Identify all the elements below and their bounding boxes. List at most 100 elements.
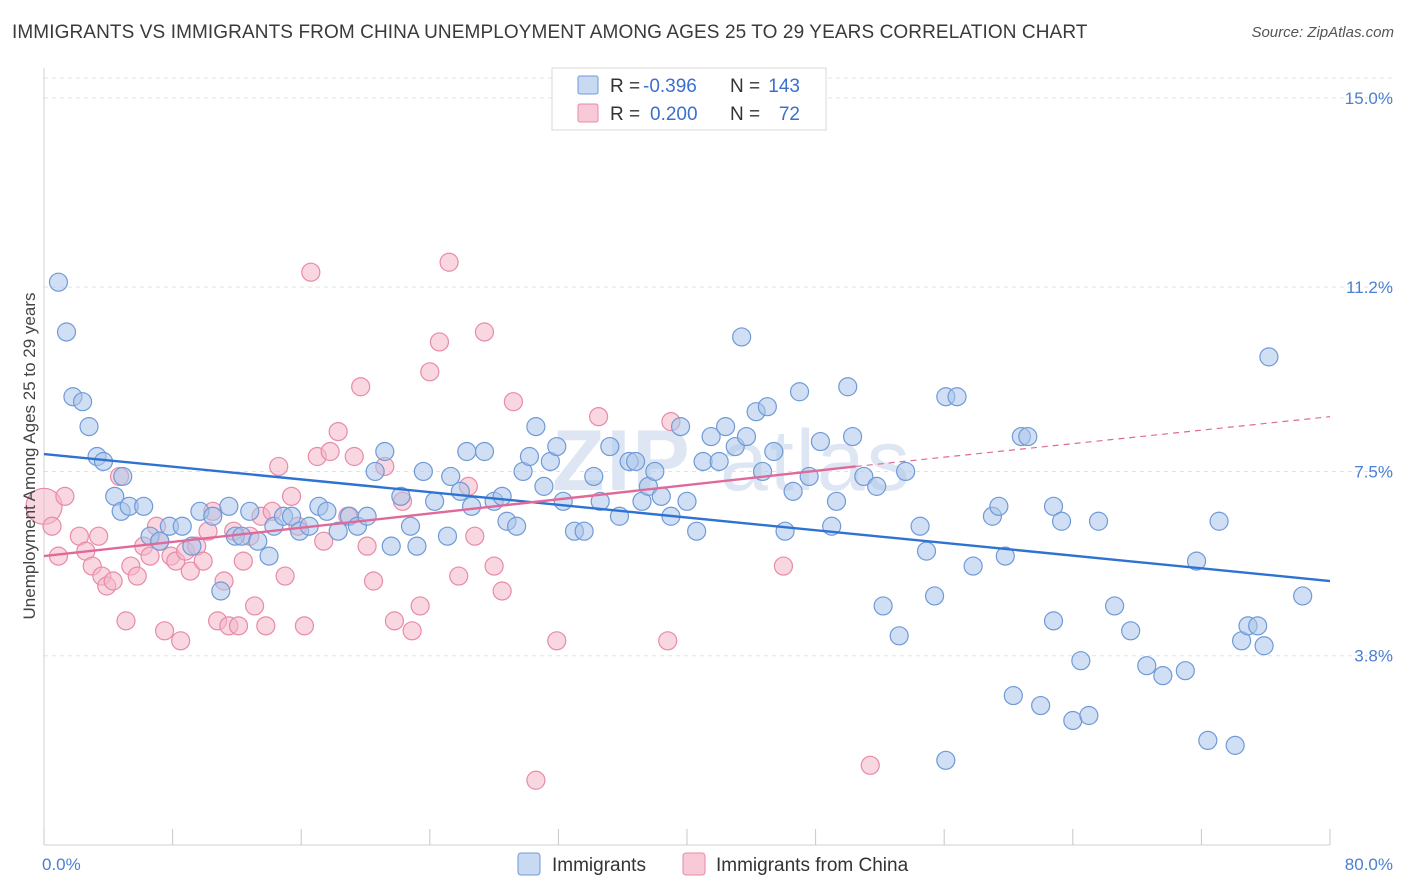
china-point — [465, 526, 485, 546]
immigrants-point — [1063, 710, 1083, 731]
immigrants-point — [574, 521, 594, 541]
immigrants-point — [600, 436, 620, 457]
legend-r-value-1: -0.396 — [643, 76, 697, 97]
immigrants-point — [789, 382, 810, 402]
china-point — [357, 536, 377, 556]
immigrants-point — [1198, 730, 1218, 751]
china-point — [116, 611, 136, 631]
immigrants-point — [357, 506, 377, 526]
china-point — [658, 631, 678, 651]
immigrants-point — [1186, 551, 1207, 571]
immigrants-point — [1071, 651, 1091, 671]
immigrants-point — [1254, 636, 1274, 656]
china-point — [860, 755, 880, 775]
immigrants-point — [757, 397, 777, 417]
immigrants-point — [1051, 511, 1072, 531]
immigrants-point — [715, 417, 736, 437]
immigrants-point — [507, 516, 527, 536]
immigrants-point — [783, 481, 803, 501]
immigrants-point — [1137, 656, 1157, 676]
china-point — [773, 556, 794, 576]
china-point — [351, 377, 371, 397]
y-tick-label: 15.0% — [1345, 89, 1393, 108]
immigrants-point — [889, 626, 909, 646]
china-point — [275, 566, 295, 586]
y-tick-label: 3.8% — [1354, 647, 1393, 666]
china-point — [320, 441, 340, 462]
legend-n-label-1: N = — [730, 76, 760, 97]
immigrants-point — [1031, 695, 1051, 716]
china-point — [154, 621, 175, 641]
immigrants-point — [1043, 611, 1064, 631]
china-point — [420, 362, 440, 382]
immigrants-point — [391, 486, 411, 506]
legend-n-value-1: 143 — [768, 76, 800, 97]
immigrants-point — [989, 496, 1009, 516]
china-point — [228, 616, 249, 636]
trend-lines — [43, 416, 1331, 583]
immigrants-point — [328, 521, 348, 541]
immigrants-point — [810, 431, 831, 452]
immigrants-point — [72, 392, 93, 412]
immigrants-point — [677, 491, 697, 511]
legend-swatch-china — [577, 103, 599, 123]
immigrants-trend-line — [43, 452, 1331, 583]
immigrants-point — [1043, 496, 1064, 516]
china-point — [474, 322, 495, 342]
immigrants-point — [651, 486, 671, 506]
immigrants-point — [441, 466, 461, 487]
china-point — [363, 571, 384, 591]
immigrants-point — [375, 441, 395, 462]
china-point — [269, 456, 289, 477]
immigrants-point — [450, 481, 470, 501]
china-point — [294, 616, 315, 636]
legend-r-value-2: 0.200 — [650, 104, 698, 125]
china-point — [484, 556, 504, 576]
immigrants-point — [259, 546, 279, 566]
china-point — [89, 526, 109, 546]
legend-r-label-2: R = — [610, 104, 640, 125]
immigrants-point — [1153, 666, 1173, 686]
immigrants-point — [936, 750, 956, 770]
immigrants-point — [1175, 661, 1195, 681]
china-point — [256, 616, 276, 636]
immigrants-point — [56, 322, 77, 342]
immigrants-point — [963, 556, 983, 576]
china-point — [244, 596, 265, 616]
immigrants-point — [526, 417, 546, 437]
legend-n-value-2: 72 — [779, 104, 800, 125]
y-axis-label: Unemployment Among Ages 25 to 29 years — [20, 293, 39, 620]
immigrants-point — [240, 501, 260, 521]
immigrants-point — [775, 521, 795, 541]
bottom-legend-swatch-china — [682, 852, 706, 876]
immigrants-point — [709, 451, 729, 472]
immigrants-point — [910, 516, 930, 536]
immigrants-point — [590, 491, 610, 511]
bottom-legend-china: Immigrants from China — [716, 855, 909, 876]
immigrants-point — [1003, 685, 1023, 706]
immigrants-point — [842, 426, 863, 447]
china-point — [301, 262, 321, 282]
china-point — [314, 531, 334, 551]
china-point — [281, 486, 302, 506]
immigrants-point — [492, 486, 512, 506]
china-point — [127, 566, 147, 586]
immigrants-point — [693, 451, 713, 472]
china-trend-line-extension — [855, 416, 1331, 468]
china-point — [140, 546, 160, 566]
immigrants-point — [113, 466, 133, 487]
china-point — [588, 407, 609, 427]
immigrants-point — [687, 521, 707, 541]
immigrants-point — [1079, 705, 1099, 726]
x-tick-label-min: 0.0% — [42, 855, 81, 874]
immigrants-point — [79, 417, 99, 437]
immigrants-point — [400, 516, 421, 536]
china-point — [344, 446, 364, 467]
immigrants-point — [1225, 735, 1245, 755]
china-point — [103, 571, 123, 591]
immigrants-point — [534, 476, 554, 496]
immigrants-point — [584, 466, 604, 487]
china-point — [449, 566, 469, 586]
china-point — [42, 516, 62, 536]
china-point — [193, 551, 213, 571]
